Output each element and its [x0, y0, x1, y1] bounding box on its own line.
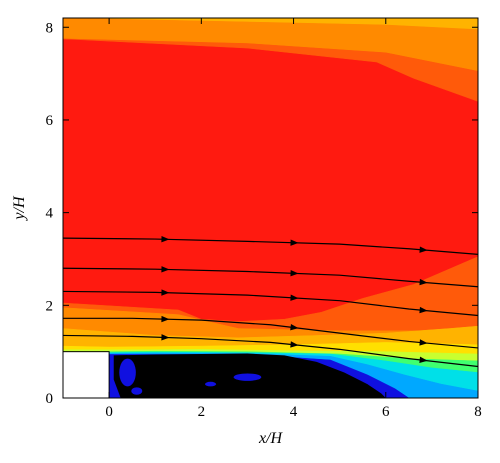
- x-tick-label: 2: [198, 404, 206, 420]
- x-axis-label: x/H: [258, 430, 284, 447]
- y-tick-label: 6: [46, 113, 54, 129]
- y-tick-label: 8: [46, 20, 54, 36]
- y-axis-label: y/H: [11, 195, 28, 222]
- streamline-1-arrow-3: [419, 246, 428, 253]
- y-tick-label: 2: [46, 298, 54, 314]
- x-tick-label: 8: [474, 404, 482, 420]
- recirculation-core-2: [233, 373, 262, 381]
- streamline-5-arrow-3: [419, 356, 428, 364]
- streamline-5: [63, 334, 478, 368]
- y-tick-label: 4: [46, 206, 54, 222]
- backward-facing-step: [63, 351, 110, 398]
- recirculation-core-1: [119, 358, 136, 387]
- plot-frame: [62, 17, 479, 399]
- contour-top-orange-red: [63, 38, 478, 102]
- streamline-3-arrow-1: [161, 289, 170, 296]
- recirculation-core-3: [205, 381, 217, 387]
- streamline-1-arrow-1: [161, 236, 170, 243]
- streamline-3-arrow-2: [290, 294, 299, 301]
- streamline-3-arrow-3: [419, 306, 428, 314]
- streamline-4: [63, 317, 478, 349]
- streamline-4-arrow-3: [419, 339, 428, 346]
- streamline-5-arrow-1: [161, 334, 170, 341]
- x-tick-label: 4: [290, 404, 298, 420]
- streamline-2-arrow-3: [419, 278, 428, 286]
- y-tick-label: 0: [46, 391, 54, 407]
- x-tick-label: 0: [105, 404, 113, 420]
- recirculation-core-4: [131, 387, 143, 395]
- streamline-5-arrow-2: [290, 341, 299, 348]
- streamline-2-arrow-2: [290, 270, 299, 277]
- streamline-4-arrow-2: [290, 324, 299, 331]
- streamline-1-arrow-2: [290, 239, 299, 246]
- streamline-2-arrow-1: [161, 266, 170, 273]
- streamline-4-arrow-1: [161, 315, 170, 323]
- x-tick-label: 6: [382, 404, 390, 420]
